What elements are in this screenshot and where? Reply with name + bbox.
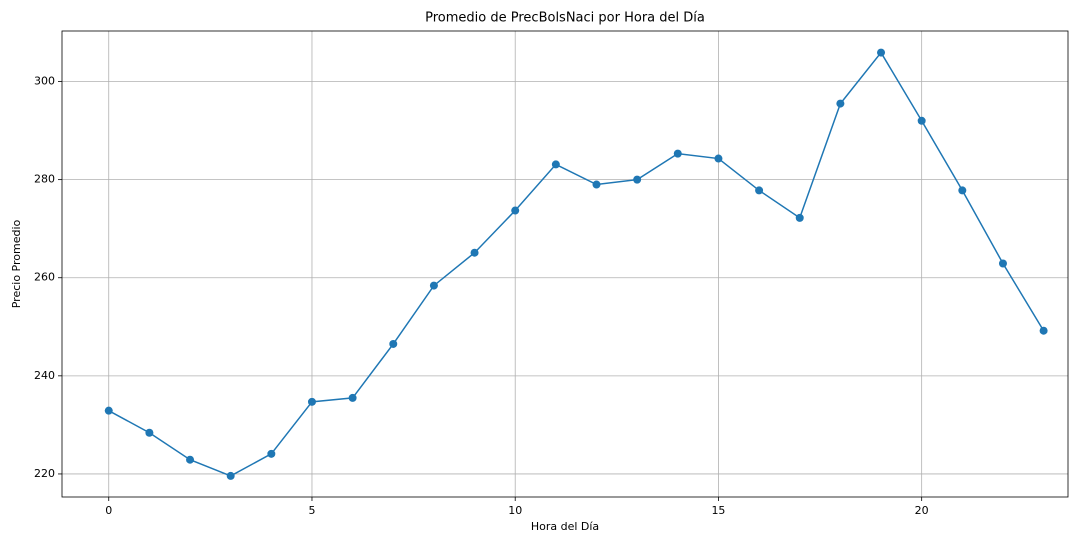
data-point xyxy=(186,455,195,464)
data-point xyxy=(755,186,764,195)
data-point xyxy=(795,213,804,222)
data-point xyxy=(633,175,642,184)
x-tick-label: 5 xyxy=(308,504,315,517)
data-point xyxy=(917,116,926,125)
x-tick-label: 0 xyxy=(105,504,112,517)
data-point xyxy=(836,99,845,108)
y-tick-label: 280 xyxy=(34,173,55,186)
y-tick-label: 300 xyxy=(34,75,55,88)
x-axis-label: Hora del Día xyxy=(531,520,599,533)
data-point xyxy=(877,48,886,57)
plot-frame xyxy=(61,30,1069,498)
x-tick-label: 20 xyxy=(915,504,929,517)
data-point xyxy=(714,154,723,163)
y-tick-label: 220 xyxy=(34,467,55,480)
data-point xyxy=(551,160,560,169)
y-tick-label: 240 xyxy=(34,369,55,382)
data-point xyxy=(592,180,601,189)
y-tick-label: 260 xyxy=(34,271,55,284)
data-point xyxy=(673,149,682,158)
y-axis-label: Precio Promedio xyxy=(10,219,23,308)
data-point xyxy=(958,186,967,195)
data-point xyxy=(307,397,316,406)
x-tick-label: 15 xyxy=(711,504,725,517)
data-point xyxy=(1039,326,1048,335)
series-line xyxy=(108,51,1045,477)
data-point xyxy=(389,339,398,348)
data-point xyxy=(470,248,479,257)
data-point xyxy=(145,428,154,437)
data-point xyxy=(267,449,276,458)
chart-title: Promedio de PrecBolsNaci por Hora del Dí… xyxy=(425,11,705,26)
x-tick-label: 10 xyxy=(508,504,522,517)
data-point xyxy=(226,471,235,480)
data-point xyxy=(104,406,113,415)
data-point xyxy=(511,206,520,215)
data-point xyxy=(998,259,1007,268)
data-point xyxy=(429,281,438,290)
data-point xyxy=(348,393,357,402)
